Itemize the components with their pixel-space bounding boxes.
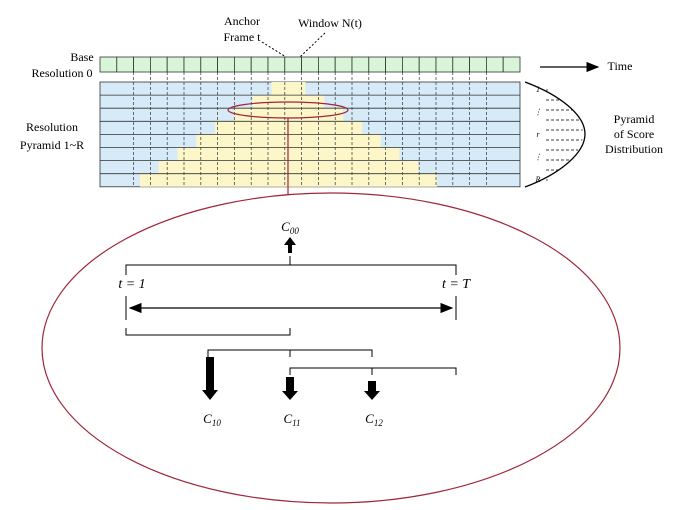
base-cell <box>368 56 386 73</box>
base-cell <box>435 56 454 73</box>
start-label: t = 1 <box>118 277 145 292</box>
level-label: r <box>536 130 540 139</box>
base-cell <box>116 56 135 73</box>
base-cell <box>250 56 269 73</box>
down-arrow <box>364 381 380 400</box>
level-labels: 1 ⋮ r ⋮ R <box>534 85 583 184</box>
root-node: C00 <box>281 219 299 236</box>
base-cell <box>401 56 420 73</box>
base-cell <box>267 56 286 73</box>
base-cell <box>149 56 168 73</box>
anchor-label: Anchor <box>224 14 260 28</box>
up-arrow <box>284 237 296 253</box>
node-sub: 00 <box>290 226 300 236</box>
child-node: C11 <box>283 411 300 428</box>
child-node: C12 <box>365 411 383 428</box>
base-cell <box>502 56 521 73</box>
resolution-label: Resolution <box>26 120 78 134</box>
base-cell <box>418 56 437 73</box>
level-label: ⋮ <box>534 107 542 116</box>
base-cell <box>99 56 118 73</box>
node-base: C <box>283 411 292 426</box>
node-base: C <box>365 411 374 426</box>
end-label: t = T <box>442 277 471 292</box>
down-arrow <box>202 357 218 400</box>
base-cell <box>469 56 487 73</box>
base-cell <box>334 56 353 73</box>
level-label: ⋮ <box>534 152 542 161</box>
node-base: C <box>203 411 212 426</box>
dist-label: Pyramid <box>614 112 655 126</box>
score-curve <box>524 81 586 188</box>
base-cell <box>351 56 370 73</box>
base-label: Base <box>70 50 93 64</box>
base-cell <box>452 56 470 73</box>
node-base: C <box>281 219 290 234</box>
resolution-grid <box>99 56 521 188</box>
base-cell <box>485 56 504 73</box>
pyramid-range-label: Pyramid 1~R <box>20 138 84 152</box>
brackets <box>125 256 457 375</box>
node-sub: 10 <box>212 418 222 428</box>
node-sub: 12 <box>374 418 384 428</box>
base-cell <box>166 56 185 73</box>
base-cell <box>233 56 252 73</box>
level-label: 1 <box>536 85 540 94</box>
base-cell <box>200 56 219 73</box>
base-cell <box>133 56 151 73</box>
window-label: Window N(t) <box>298 16 362 30</box>
level-label: R <box>535 175 541 184</box>
base-cell <box>284 56 302 73</box>
zoom-ellipse <box>41 192 621 504</box>
base-cell <box>217 56 235 73</box>
child-nodes: C10 C11 C12 <box>203 411 383 428</box>
pyramid-window <box>233 108 344 122</box>
base-cell <box>317 56 336 73</box>
dist-label: Distribution <box>605 142 663 156</box>
dist-label: of Score <box>614 127 654 141</box>
frame-label: Frame t <box>224 30 262 44</box>
down-arrow <box>282 377 298 400</box>
pyramid-window <box>271 82 306 96</box>
base-cell <box>301 56 319 73</box>
node-sub: 11 <box>292 418 300 428</box>
window-pointer <box>299 32 326 58</box>
child-node: C10 <box>203 411 221 428</box>
base-cell <box>183 56 202 73</box>
base-res-label: Resolution 0 <box>31 66 92 80</box>
base-cell <box>385 56 403 73</box>
anchor-pointer <box>261 41 287 58</box>
time-label: Time <box>608 59 633 73</box>
